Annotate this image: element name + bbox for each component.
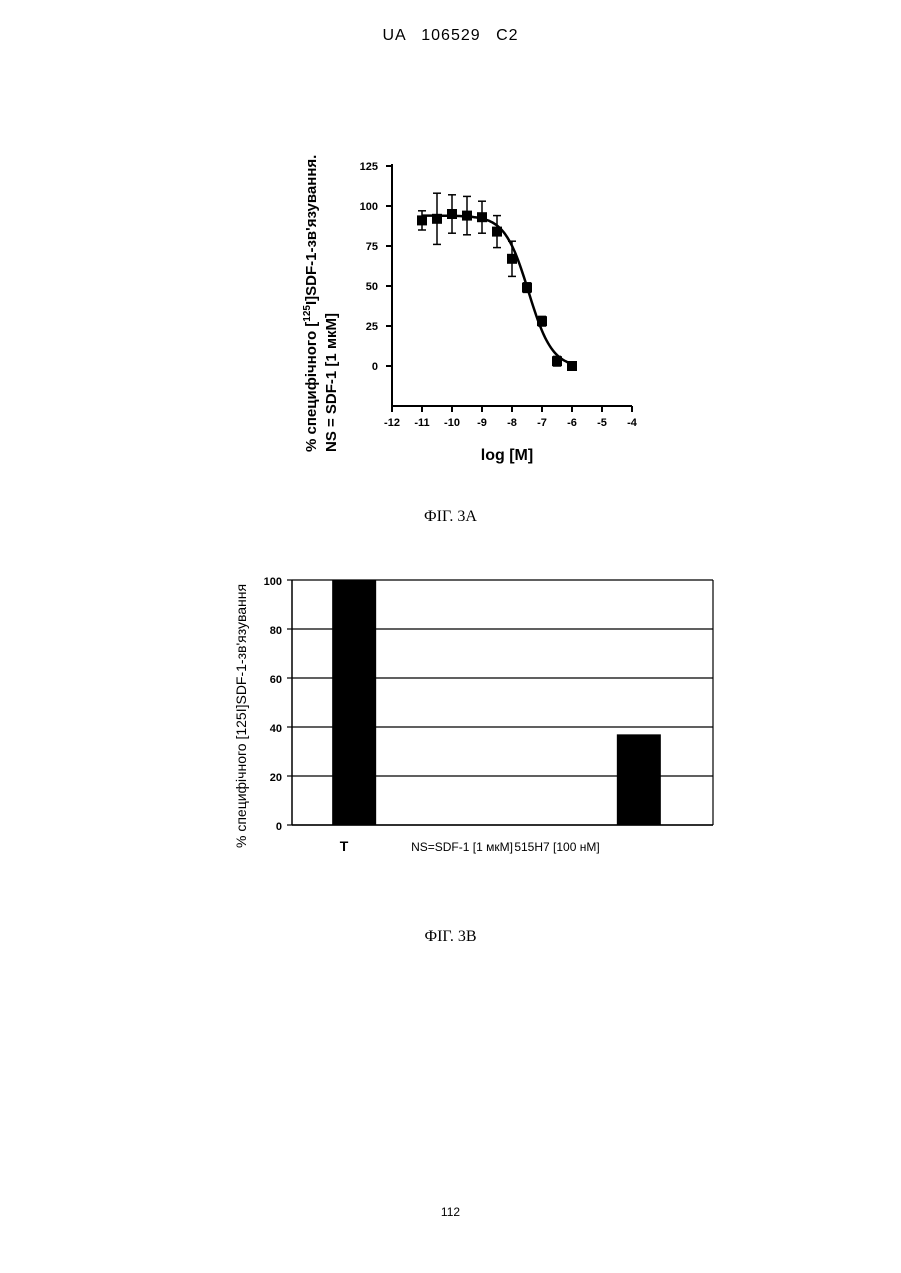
figure-3b-chart: 0 20 40 60 80 100 T NS=SDF-1 [1 мкМ]515H7 [100… <box>0 0 901 900</box>
fig3b-y-tick-label: 80 <box>270 625 282 637</box>
fig3b-bar <box>617 734 661 825</box>
page-number: 112 <box>0 1205 901 1219</box>
fig3b-category-label: T <box>340 838 349 854</box>
fig3b-category-label: 515H7 [100 нМ] <box>514 840 599 854</box>
fig3b-y-tick-label: 100 <box>264 576 282 588</box>
fig3b-bar <box>332 580 376 825</box>
fig3b-category-label: NS=SDF-1 [1 мкМ] <box>411 840 513 854</box>
fig3b-ticks: 0 20 40 60 80 100 <box>264 576 292 833</box>
fig3b-y-tick-label: 0 <box>276 821 282 833</box>
fig3b-y-tick-label: 20 <box>270 772 282 784</box>
fig3b-bars <box>332 580 661 825</box>
fig3b-category-labels: T NS=SDF-1 [1 мкМ]515H7 [100 нМ] <box>340 838 600 854</box>
fig3b-y-axis-label: % специфічного [125I]SDF-1-зв'язування <box>233 584 249 848</box>
fig3b-y-tick-label: 40 <box>270 723 282 735</box>
figure-3b-caption: ФІГ. 3В <box>0 928 901 946</box>
fig3b-y-tick-label: 60 <box>270 674 282 686</box>
